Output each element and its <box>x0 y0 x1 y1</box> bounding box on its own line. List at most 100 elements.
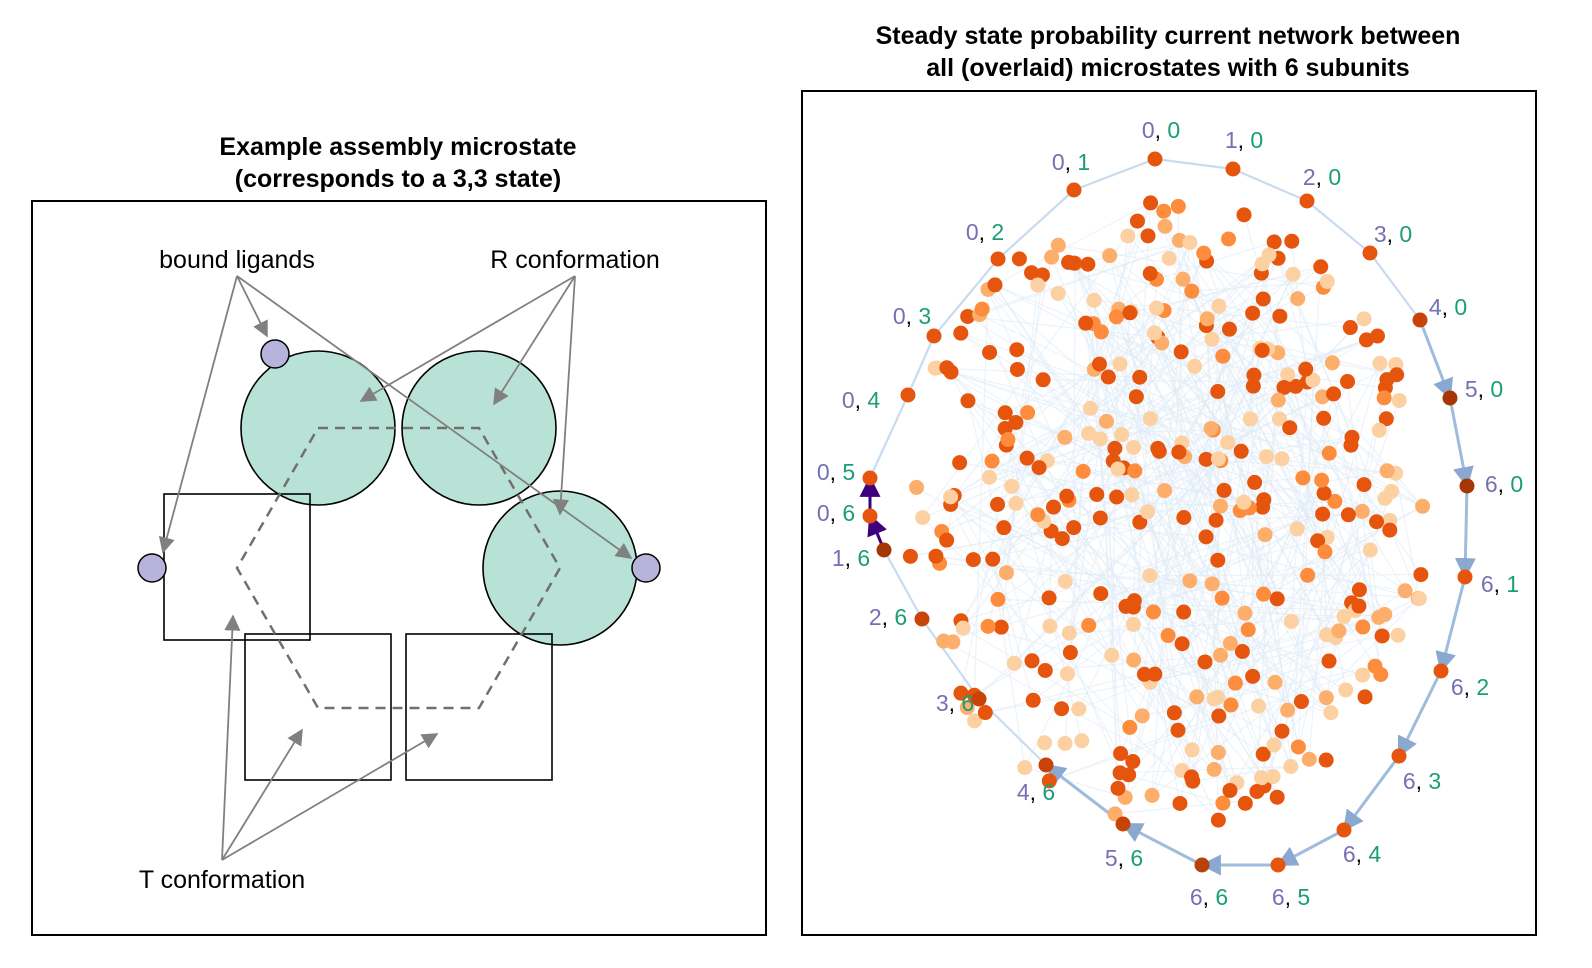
microstate-node <box>1098 413 1114 429</box>
ring-label-separator: , <box>949 690 962 716</box>
microstate-node <box>1280 702 1296 718</box>
microstate-node <box>1318 752 1334 768</box>
microstate-node <box>960 393 976 409</box>
microstate-node <box>1246 367 1262 383</box>
microstate-node <box>1171 444 1187 460</box>
microstate-node <box>1124 487 1140 503</box>
microstate-node <box>1288 378 1304 394</box>
microstate-node <box>1208 512 1224 528</box>
microstate-node <box>1157 218 1173 234</box>
ring-label-first: 6 <box>1451 674 1464 700</box>
microstate-node <box>1143 195 1159 211</box>
microstate-node <box>1089 486 1105 502</box>
network-edge <box>1153 332 1221 507</box>
left-panel: Example assembly microstate (corresponds… <box>31 133 767 936</box>
microstate-node <box>1391 392 1407 408</box>
ring-label-separator: , <box>1464 674 1477 700</box>
network-edge <box>1205 274 1294 460</box>
microstate-node <box>1075 463 1091 479</box>
network-edge <box>973 509 1241 561</box>
microstate-node <box>1256 492 1272 508</box>
microstate-node <box>1313 259 1329 275</box>
network-edge <box>1179 316 1281 804</box>
ring-edge <box>1342 755 1401 832</box>
network-nodes <box>862 151 1475 873</box>
right-title-line1: Steady state probability current network… <box>876 22 1461 50</box>
ring-label-separator: , <box>882 604 895 630</box>
network-edge <box>1044 528 1298 671</box>
microstate-node <box>1122 719 1138 735</box>
network-edge <box>1135 272 1262 398</box>
microstate-node <box>1189 689 1205 705</box>
network-edge <box>974 600 1135 696</box>
ring-node <box>862 470 878 486</box>
label-t-conformation: T conformation <box>139 866 305 894</box>
ring-edge <box>1121 822 1203 867</box>
microstate-node <box>1237 605 1253 621</box>
microstate-node <box>1184 742 1200 758</box>
microstate-node <box>1182 234 1198 250</box>
network-edge <box>1211 318 1365 340</box>
ring-label: 5, 0 <box>1465 376 1503 402</box>
ring-label-separator: , <box>1478 376 1491 402</box>
microstate-node <box>1134 708 1150 724</box>
microstate-node <box>1266 234 1282 250</box>
microstate-node <box>1290 291 1306 307</box>
microstate-node <box>1340 507 1356 523</box>
ring-label: 3, 0 <box>1374 221 1412 247</box>
network-edge <box>1005 444 1332 714</box>
ring-label-second: 6 <box>1130 845 1143 871</box>
ring-label-separator: , <box>1494 571 1507 597</box>
annotation-arrows <box>158 275 633 861</box>
network-edge <box>1206 298 1264 327</box>
ring-node <box>1391 748 1407 764</box>
ring-label-second: 6 <box>857 545 870 571</box>
network-edge <box>1120 765 1291 774</box>
microstate-node <box>1170 722 1186 738</box>
ring-label-separator: , <box>1387 221 1400 247</box>
microstate-node <box>1166 705 1182 721</box>
microstate-node <box>1351 582 1367 598</box>
network-edge <box>1253 375 1292 767</box>
ring-label-separator: , <box>1498 471 1511 497</box>
network-edge <box>997 460 1222 600</box>
microstate-node <box>1326 386 1342 402</box>
arrow-ligand-left <box>158 275 238 554</box>
microstate-node <box>1283 759 1299 775</box>
ring-label: 0, 0 <box>1142 117 1180 143</box>
network-edge <box>1230 574 1309 706</box>
microstate-node <box>943 489 959 505</box>
ring-label-second: 6 <box>842 500 855 526</box>
microstate-node <box>1351 598 1367 614</box>
microstate-node <box>1057 573 1073 589</box>
microstate-node <box>1132 514 1148 530</box>
network-edge <box>1205 325 1386 615</box>
network-edge <box>1066 495 1191 582</box>
microstate-node <box>1210 812 1226 828</box>
microstate-node <box>1298 361 1314 377</box>
microstate-node <box>1274 723 1290 739</box>
ring-label-first: 6 <box>1403 768 1416 794</box>
right-panel-frame <box>801 90 1537 936</box>
microstate-node <box>1220 434 1236 450</box>
microstate-node <box>1204 331 1220 347</box>
microstate-node <box>1145 604 1161 620</box>
microstate-node <box>1272 308 1288 324</box>
microstate-node <box>1331 623 1347 639</box>
network-edge <box>1276 393 1335 600</box>
ring-label: 0, 2 <box>966 219 1004 245</box>
microstate-node <box>1132 369 1148 385</box>
microstate-node <box>1037 662 1053 678</box>
microstate-node <box>1249 783 1265 799</box>
network-edge <box>1163 310 1319 542</box>
microstate-node <box>1184 769 1200 785</box>
microstate-node <box>1212 498 1228 514</box>
ring-label-separator: , <box>1118 845 1131 871</box>
microstate-node <box>1144 787 1160 803</box>
label-r-conformation: R conformation <box>490 246 660 274</box>
network-edge <box>1182 279 1222 507</box>
microstate-node <box>1142 266 1158 282</box>
microstate-node <box>1216 482 1232 498</box>
microstate-node <box>1122 305 1138 321</box>
